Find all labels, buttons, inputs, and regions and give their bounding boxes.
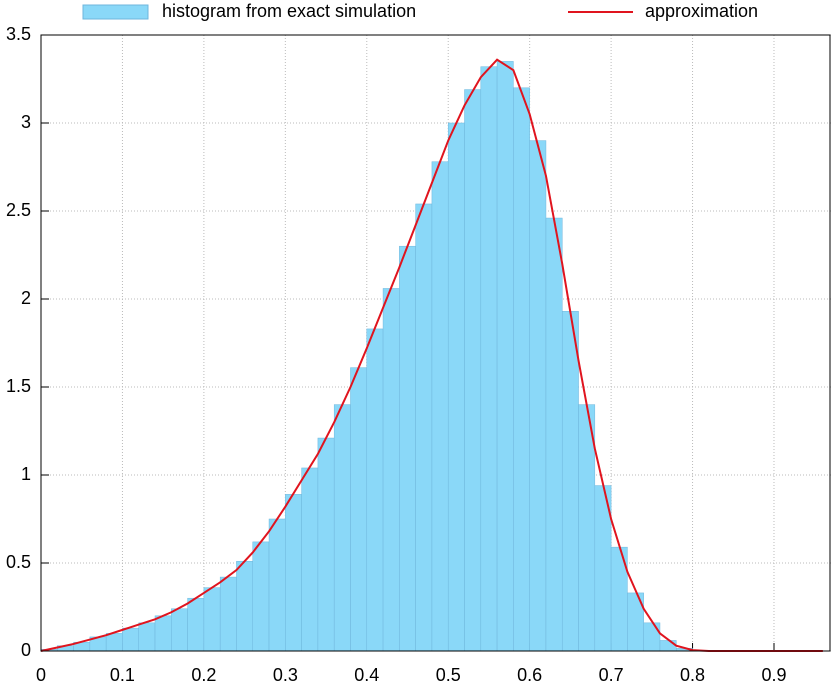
histogram-bar [236, 560, 254, 652]
histogram-bar [333, 404, 351, 652]
histogram-bar [122, 627, 139, 652]
x-tick-label: 0.8 [680, 665, 705, 685]
histogram-bar [219, 576, 237, 652]
histogram-bar [268, 518, 286, 652]
histogram-bar [154, 615, 172, 652]
y-tick-label: 3 [21, 112, 31, 132]
x-tick-label: 0.7 [599, 665, 624, 685]
histogram-bar [529, 140, 547, 652]
histogram-bar [561, 311, 579, 652]
histogram-bar [301, 467, 319, 652]
histogram-bar [105, 633, 123, 652]
y-tick-label: 1.5 [6, 376, 31, 396]
y-tick-label: 0.5 [6, 552, 31, 572]
x-tick-label: 0.3 [273, 665, 298, 685]
x-tick-label: 0.9 [761, 665, 786, 685]
x-tick-label: 0.2 [191, 665, 216, 685]
x-tick-label: 0.6 [517, 665, 542, 685]
legend-swatch [82, 4, 149, 20]
histogram-bar [399, 245, 416, 652]
y-tick-label: 1 [21, 464, 31, 484]
histogram-bar [431, 161, 449, 652]
x-tick-label: 0 [36, 665, 46, 685]
histogram-bar [480, 66, 498, 652]
histogram-bar [187, 597, 205, 652]
y-tick-label: 2.5 [6, 200, 31, 220]
histogram-bar [317, 437, 335, 652]
approximation-line [40, 58, 823, 652]
histogram-bar [643, 622, 661, 652]
y-tick-label: 2 [21, 288, 31, 308]
histogram-bar [545, 217, 563, 652]
x-tick-label: 0.1 [110, 665, 135, 685]
x-tick-label: 0.4 [354, 665, 379, 685]
histogram-bar [513, 87, 530, 652]
histogram-bar [578, 404, 596, 652]
histogram-bar [496, 61, 514, 652]
histogram-bar [350, 367, 368, 652]
histogram-bar [203, 587, 221, 652]
legend-label: approximation [645, 1, 758, 21]
plot-frame [40, 34, 831, 652]
histogram-bar [252, 541, 270, 652]
histogram-bar [659, 640, 677, 652]
histogram-bar [171, 608, 188, 652]
histogram-bar [285, 494, 302, 652]
y-tick-label: 3.5 [6, 24, 31, 44]
histogram-bar [382, 288, 400, 652]
histogram-bar [464, 89, 482, 652]
legend-label: histogram from exact simulation [162, 1, 416, 21]
y-tick-label: 0 [21, 640, 31, 660]
histogram-bar [138, 622, 156, 652]
histogram-bar [447, 122, 465, 652]
x-tick-label: 0.5 [436, 665, 461, 685]
histogram-bar [415, 203, 433, 652]
histogram-bar [366, 328, 384, 652]
